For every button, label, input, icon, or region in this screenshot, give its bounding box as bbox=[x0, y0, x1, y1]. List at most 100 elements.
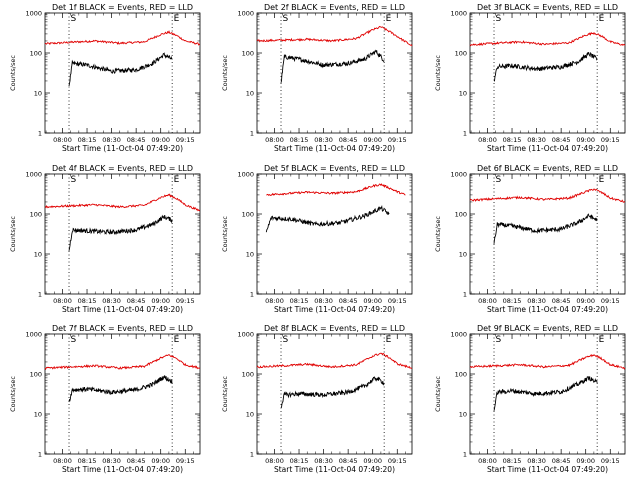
y-tick-label: 10 bbox=[34, 411, 42, 419]
y-tick-label: 1000 bbox=[450, 331, 467, 339]
y-tick-label: 100 bbox=[30, 211, 42, 219]
panel-title: Det 2f BLACK = Events, RED = LLD bbox=[264, 3, 405, 12]
plot-frame bbox=[469, 12, 626, 134]
panel-title: Det 1f BLACK = Events, RED = LLD bbox=[52, 3, 193, 12]
y-tick-label: 100 bbox=[455, 50, 467, 58]
x-tick-label: 08:00 bbox=[478, 457, 497, 465]
marker-label: E bbox=[174, 335, 180, 345]
lld-series-line bbox=[469, 31, 626, 47]
x-tick-label: 08:15 bbox=[290, 297, 309, 305]
y-tick-label: 100 bbox=[455, 211, 467, 219]
x-tick-label: 08:45 bbox=[552, 457, 571, 465]
y-tick-label: 1 bbox=[463, 130, 467, 138]
x-axis-label: Start Time (11-Oct-04 07:49:20) bbox=[487, 144, 608, 153]
x-tick-label: 08:15 bbox=[78, 457, 97, 465]
y-axis-label: Counts/sec bbox=[221, 55, 229, 91]
marker-label: S bbox=[71, 335, 77, 345]
x-tick-label: 09:00 bbox=[363, 297, 382, 305]
plot-frame bbox=[44, 12, 201, 134]
lld-series-line bbox=[256, 352, 413, 369]
panel-8: Det 8f BLACK = Events, RED = LLD Counts/s… bbox=[221, 324, 413, 474]
x-tick-label: 08:15 bbox=[503, 297, 522, 305]
y-tick-label: 1 bbox=[38, 130, 42, 138]
y-tick-label: 1 bbox=[250, 130, 254, 138]
x-tick-label: 09:00 bbox=[576, 136, 595, 144]
y-tick-label: 1 bbox=[463, 291, 467, 299]
x-tick-label: 09:15 bbox=[601, 457, 620, 465]
x-axis-label: Start Time (11-Oct-04 07:49:20) bbox=[62, 144, 183, 153]
marker-label: E bbox=[599, 14, 605, 24]
x-tick-label: 08:00 bbox=[53, 136, 72, 144]
panel-title: Det 9f BLACK = Events, RED = LLD bbox=[477, 324, 618, 333]
marker-label: E bbox=[174, 175, 180, 185]
x-tick-label: 08:45 bbox=[127, 457, 146, 465]
x-tick-label: 08:30 bbox=[527, 297, 546, 305]
y-tick-label: 1 bbox=[463, 451, 467, 459]
marker-label: S bbox=[283, 14, 289, 24]
x-axis-label: Start Time (11-Oct-04 07:49:20) bbox=[62, 465, 183, 474]
y-axis-label: Counts/sec bbox=[434, 55, 442, 91]
x-axis-label: Start Time (11-Oct-04 07:49:20) bbox=[274, 144, 395, 153]
x-tick-label: 09:15 bbox=[388, 457, 407, 465]
panel-title: Det 6f BLACK = Events, RED = LLD bbox=[477, 164, 618, 173]
x-tick-label: 09:15 bbox=[388, 136, 407, 144]
x-tick-label: 08:30 bbox=[102, 457, 121, 465]
y-tick-label: 100 bbox=[242, 50, 254, 58]
marker-label: S bbox=[496, 335, 502, 345]
plot-frame bbox=[256, 333, 413, 455]
y-tick-label: 1000 bbox=[25, 171, 42, 179]
lld-series-line bbox=[469, 188, 626, 203]
lld-series-line bbox=[44, 354, 201, 370]
plot-frame bbox=[469, 333, 626, 455]
x-tick-label: 09:00 bbox=[363, 457, 382, 465]
x-tick-label: 08:00 bbox=[265, 297, 284, 305]
lld-series-line bbox=[266, 183, 406, 197]
marker-label: S bbox=[71, 175, 77, 185]
y-axis-label: Counts/sec bbox=[434, 376, 442, 412]
y-tick-label: 1000 bbox=[25, 331, 42, 339]
x-tick-label: 09:15 bbox=[388, 297, 407, 305]
y-tick-label: 1000 bbox=[237, 331, 254, 339]
y-axis-label: Counts/sec bbox=[221, 376, 229, 412]
panel-1: Det 1f BLACK = Events, RED = LLD Counts/s… bbox=[9, 3, 201, 153]
panel-3: Det 3f BLACK = Events, RED = LLD Counts/s… bbox=[434, 3, 626, 153]
x-tick-label: 08:15 bbox=[290, 136, 309, 144]
y-axis-label: Counts/sec bbox=[9, 376, 17, 412]
y-tick-label: 1000 bbox=[450, 171, 467, 179]
y-axis-label: Counts/sec bbox=[434, 216, 442, 252]
y-axis-label: Counts/sec bbox=[9, 216, 17, 252]
panel-4: Det 4f BLACK = Events, RED = LLD Counts/s… bbox=[9, 164, 201, 314]
marker-label: E bbox=[174, 14, 180, 24]
x-tick-label: 08:15 bbox=[290, 457, 309, 465]
x-tick-label: 08:45 bbox=[339, 136, 358, 144]
events-series-line bbox=[265, 204, 390, 233]
x-tick-label: 09:00 bbox=[363, 136, 382, 144]
marker-label: S bbox=[283, 335, 289, 345]
x-tick-label: 08:30 bbox=[527, 136, 546, 144]
x-tick-label: 09:00 bbox=[151, 457, 170, 465]
panel-9: Det 9f BLACK = Events, RED = LLD Counts/s… bbox=[434, 324, 626, 474]
x-axis-label: Start Time (11-Oct-04 07:49:20) bbox=[62, 305, 183, 314]
x-tick-label: 08:00 bbox=[478, 136, 497, 144]
events-series-line bbox=[493, 51, 598, 82]
x-tick-label: 09:00 bbox=[151, 136, 170, 144]
x-tick-label: 08:30 bbox=[314, 136, 333, 144]
panel-title: Det 5f BLACK = Events, RED = LLD bbox=[264, 164, 405, 173]
y-tick-label: 1 bbox=[38, 291, 42, 299]
panel-5: Det 5f BLACK = Events, RED = LLD Counts/s… bbox=[221, 164, 413, 314]
marker-label: S bbox=[496, 14, 502, 24]
y-tick-label: 1000 bbox=[237, 10, 254, 18]
panel-title: Det 4f BLACK = Events, RED = LLD bbox=[52, 164, 193, 173]
plot-frame bbox=[256, 12, 413, 134]
events-series-line bbox=[493, 376, 598, 411]
x-tick-label: 08:45 bbox=[127, 136, 146, 144]
marker-label: S bbox=[496, 175, 502, 185]
y-tick-label: 10 bbox=[34, 251, 42, 259]
marker-label: E bbox=[599, 335, 605, 345]
x-tick-label: 08:45 bbox=[339, 457, 358, 465]
x-tick-label: 08:15 bbox=[503, 457, 522, 465]
x-axis-label: Start Time (11-Oct-04 07:49:20) bbox=[274, 305, 395, 314]
x-axis-label: Start Time (11-Oct-04 07:49:20) bbox=[487, 305, 608, 314]
y-axis-label: Counts/sec bbox=[221, 216, 229, 252]
